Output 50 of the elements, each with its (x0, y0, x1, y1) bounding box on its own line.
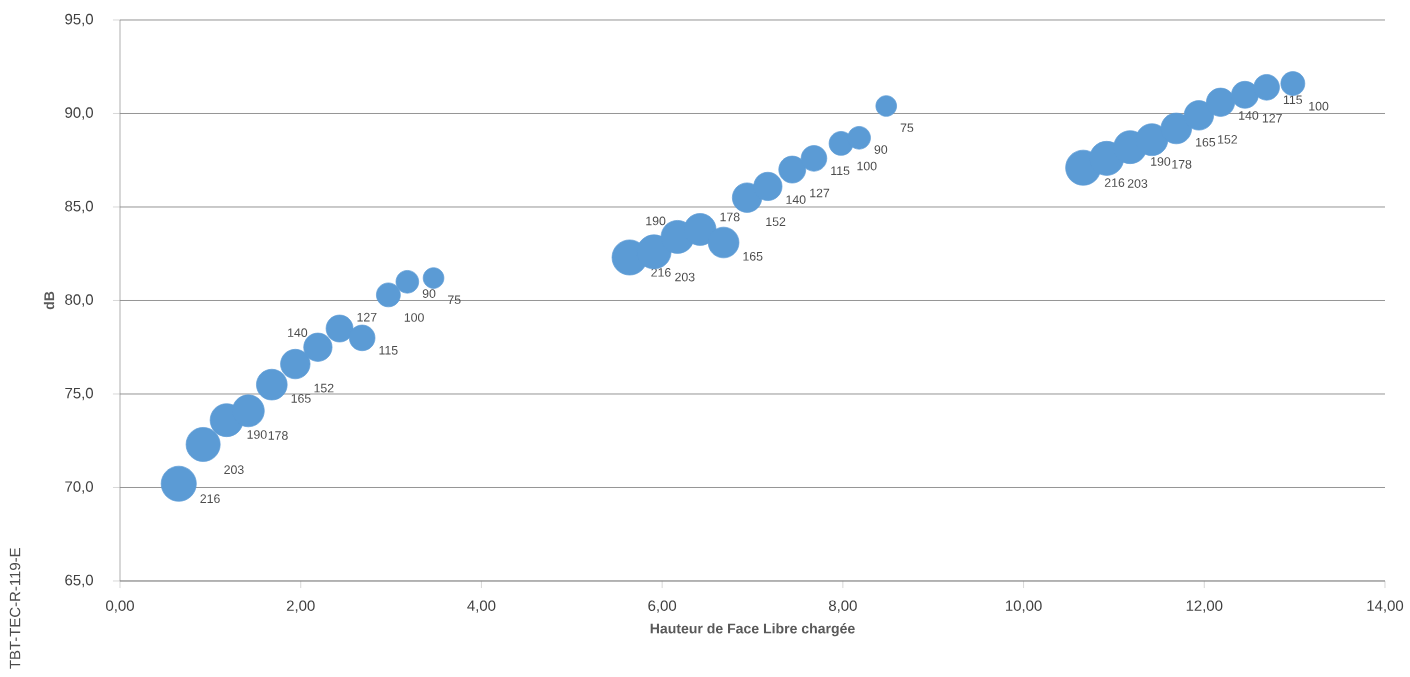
data-label: 115 (831, 166, 850, 176)
data-label: 216 (1104, 178, 1125, 187)
x-tick-label: 2,00 (286, 600, 315, 613)
data-label: 178 (1172, 159, 1192, 169)
data-label: 216 (200, 494, 220, 503)
data-label: 203 (224, 465, 244, 474)
data-label: 127 (810, 188, 830, 198)
data-label: 178 (720, 212, 740, 222)
data-label: 190 (247, 430, 267, 439)
data-label: 90 (422, 289, 436, 298)
data-label: 127 (357, 312, 377, 322)
y-tick-label: 70,0 (65, 481, 93, 494)
x-tick-label: 8,00 (828, 600, 857, 613)
x-tick-label: 6,00 (648, 600, 677, 613)
data-label: 190 (646, 216, 666, 226)
text: TBT-TEC-R-119-E (9, 548, 21, 669)
y-tick-label: 75,0 (65, 387, 93, 401)
data-label: 152 (314, 383, 334, 393)
data-label: 140 (288, 328, 308, 337)
data-label: 152 (1218, 135, 1238, 144)
x-tick-label: 12,00 (1186, 600, 1223, 613)
data-label: 115 (379, 346, 398, 355)
data-label: 90 (874, 145, 888, 154)
y-tick-label: 80,0 (65, 294, 93, 307)
data-label: 165 (1196, 137, 1216, 147)
data-label: 100 (1309, 101, 1329, 111)
x-tick-label: 10,00 (1006, 600, 1042, 613)
data-label: 115 (1283, 95, 1303, 105)
x-tick-label: 0,00 (106, 600, 134, 613)
data-label: 190 (1151, 157, 1171, 166)
data-label: 203 (1127, 179, 1148, 188)
data-label: 165 (743, 251, 763, 261)
data-label: 127 (1262, 113, 1282, 123)
data-label: 140 (786, 195, 806, 204)
data-label: 165 (291, 394, 311, 403)
data-label: 152 (766, 217, 786, 226)
data-label: 216 (651, 268, 671, 277)
data-label: 100 (404, 313, 424, 322)
data-label: 203 (675, 272, 695, 282)
x-tick-label: 14,00 (1367, 600, 1404, 613)
x-tick-label: 4,00 (467, 600, 496, 613)
x-axis-title: Hauteur de Face Libre chargée (650, 623, 855, 637)
y-tick-label: 95,0 (65, 13, 93, 27)
y-tick-label: 65,0 (65, 574, 93, 588)
y-axis-title: dB (43, 291, 55, 310)
data-label: 100 (857, 161, 877, 171)
y-tick-label: 90,0 (65, 107, 93, 120)
data-label: 75 (900, 123, 914, 133)
data-label: 178 (268, 431, 288, 440)
y-tick-label: 85,0 (65, 200, 93, 214)
